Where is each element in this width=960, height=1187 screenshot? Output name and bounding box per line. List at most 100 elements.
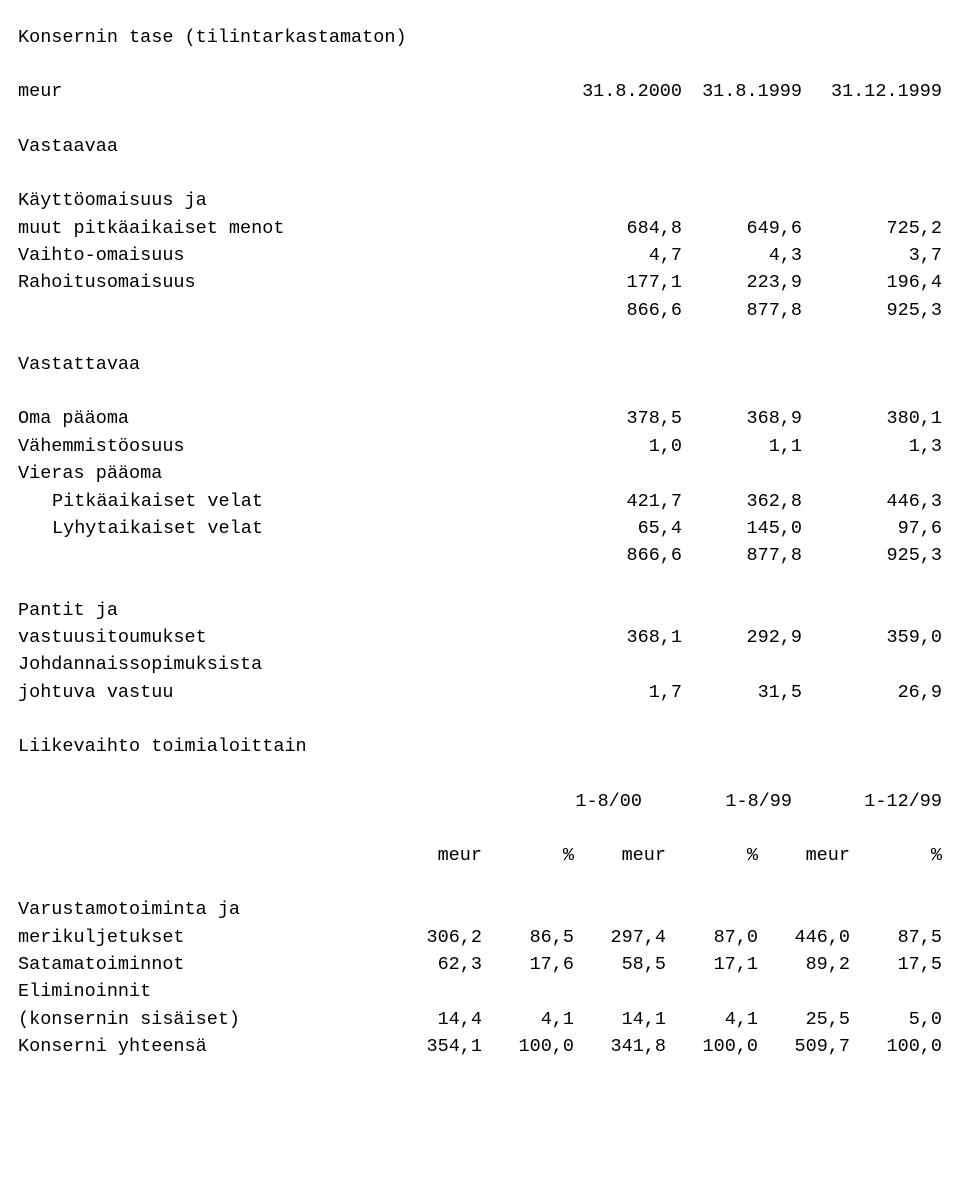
- row-label: Vieras pääoma: [18, 460, 162, 487]
- cell: 86,5: [482, 924, 574, 951]
- cell: 1,1: [682, 433, 802, 460]
- cell: 97,6: [802, 515, 942, 542]
- cell: 421,7: [562, 488, 682, 515]
- cell: 866,6: [562, 542, 682, 569]
- header-col-2: 31.8.1999: [682, 78, 802, 105]
- cell: 509,7: [758, 1033, 850, 1060]
- cell: 684,8: [562, 215, 682, 242]
- cell: 100,0: [850, 1033, 942, 1060]
- row-label: vastuusitoumukset: [18, 624, 207, 651]
- unit-col: %: [666, 842, 758, 869]
- table-row: Vieras pääoma: [18, 460, 942, 487]
- turnover-heading-text: Liikevaihto toimialoittain: [18, 733, 307, 760]
- cell: 62,3: [390, 951, 482, 978]
- cell: 1,0: [562, 433, 682, 460]
- row-label: Satamatoiminnot: [18, 951, 185, 978]
- cell: 31,5: [682, 679, 802, 706]
- cell: 359,0: [802, 624, 942, 651]
- cell: 297,4: [574, 924, 666, 951]
- title-text: Konsernin tase (tilintarkastamaton): [18, 24, 407, 51]
- table-row: Pantit ja: [18, 597, 942, 624]
- table-row: Oma pääoma 378,5 368,9 380,1: [18, 405, 942, 432]
- table-row: Eliminoinnit: [18, 978, 942, 1005]
- table-header: meur 31.8.2000 31.8.1999 31.12.1999: [18, 78, 942, 105]
- period-col-2: 1-8/99: [642, 788, 792, 815]
- page-title: Konsernin tase (tilintarkastamaton): [18, 24, 942, 51]
- table-row: Johdannaissopimuksista: [18, 651, 942, 678]
- cell: 341,8: [574, 1033, 666, 1060]
- turnover-unit-header: meur % meur % meur %: [18, 842, 942, 869]
- row-label: Pantit ja: [18, 597, 118, 624]
- table-row: Varustamotoiminta ja: [18, 896, 942, 923]
- cell: 292,9: [682, 624, 802, 651]
- row-label: Käyttöomaisuus ja: [18, 187, 207, 214]
- table-row: Vaihto-omaisuus 4,7 4,3 3,7: [18, 242, 942, 269]
- section2-heading: Vastattavaa: [18, 351, 942, 378]
- unit-col: meur: [758, 842, 850, 869]
- cell: 58,5: [574, 951, 666, 978]
- cell: 3,7: [802, 242, 942, 269]
- row-label: Varustamotoiminta ja: [18, 896, 240, 923]
- cell: 100,0: [482, 1033, 574, 1060]
- row-label: Oma pääoma: [18, 405, 129, 432]
- table-row: johtuva vastuu 1,7 31,5 26,9: [18, 679, 942, 706]
- unit-col: %: [482, 842, 574, 869]
- table-row: 866,6 877,8 925,3: [18, 297, 942, 324]
- cell: 1,3: [802, 433, 942, 460]
- row-label: Johdannaissopimuksista: [18, 651, 262, 678]
- unit-col: meur: [574, 842, 666, 869]
- cell: 354,1: [390, 1033, 482, 1060]
- cell: 362,8: [682, 488, 802, 515]
- turnover-period-header: 1-8/00 1-8/99 1-12/99: [18, 788, 942, 815]
- table-row: Lyhytaikaiset velat 65,4 145,0 97,6: [18, 515, 942, 542]
- cell: 1,7: [562, 679, 682, 706]
- table-row: Pitkäaikaiset velat 421,7 362,8 446,3: [18, 488, 942, 515]
- turnover-heading: Liikevaihto toimialoittain: [18, 733, 942, 760]
- cell: 100,0: [666, 1033, 758, 1060]
- cell: 5,0: [850, 1006, 942, 1033]
- unit-col: %: [850, 842, 942, 869]
- cell: 14,4: [390, 1006, 482, 1033]
- cell: 4,1: [482, 1006, 574, 1033]
- cell: 26,9: [802, 679, 942, 706]
- row-label: merikuljetukset: [18, 924, 185, 951]
- row-label: Eliminoinnit: [18, 978, 151, 1005]
- cell: 877,8: [682, 542, 802, 569]
- table-row: muut pitkäaikaiset menot 684,8 649,6 725…: [18, 215, 942, 242]
- cell: 446,0: [758, 924, 850, 951]
- section1-heading-text: Vastaavaa: [18, 133, 118, 160]
- cell: 4,7: [562, 242, 682, 269]
- cell: 65,4: [562, 515, 682, 542]
- cell: 446,3: [802, 488, 942, 515]
- row-label: Vaihto-omaisuus: [18, 242, 185, 269]
- section1-heading: Vastaavaa: [18, 133, 942, 160]
- cell: 368,9: [682, 405, 802, 432]
- table-row: Käyttöomaisuus ja: [18, 187, 942, 214]
- header-col-3: 31.12.1999: [802, 78, 942, 105]
- cell: 925,3: [802, 297, 942, 324]
- cell: 380,1: [802, 405, 942, 432]
- cell: 378,5: [562, 405, 682, 432]
- cell: 306,2: [390, 924, 482, 951]
- row-label: Rahoitusomaisuus: [18, 269, 196, 296]
- cell: 725,2: [802, 215, 942, 242]
- cell: 877,8: [682, 297, 802, 324]
- cell: 223,9: [682, 269, 802, 296]
- row-label: Pitkäaikaiset velat: [18, 488, 263, 515]
- cell: 89,2: [758, 951, 850, 978]
- cell: 145,0: [682, 515, 802, 542]
- table-row: merikuljetukset 306,2 86,5 297,4 87,0 44…: [18, 924, 942, 951]
- row-label: johtuva vastuu: [18, 679, 173, 706]
- cell: 17,1: [666, 951, 758, 978]
- row-label: Konserni yhteensä: [18, 1033, 207, 1060]
- table-row: Konserni yhteensä 354,1 100,0 341,8 100,…: [18, 1033, 942, 1060]
- cell: 177,1: [562, 269, 682, 296]
- period-col-1: 1-8/00: [522, 788, 642, 815]
- row-label: (konsernin sisäiset): [18, 1006, 240, 1033]
- table-row: Satamatoiminnot 62,3 17,6 58,5 17,1 89,2…: [18, 951, 942, 978]
- cell: 368,1: [562, 624, 682, 651]
- table-row: Rahoitusomaisuus 177,1 223,9 196,4: [18, 269, 942, 296]
- cell: 649,6: [682, 215, 802, 242]
- row-label: muut pitkäaikaiset menot: [18, 215, 284, 242]
- cell: 14,1: [574, 1006, 666, 1033]
